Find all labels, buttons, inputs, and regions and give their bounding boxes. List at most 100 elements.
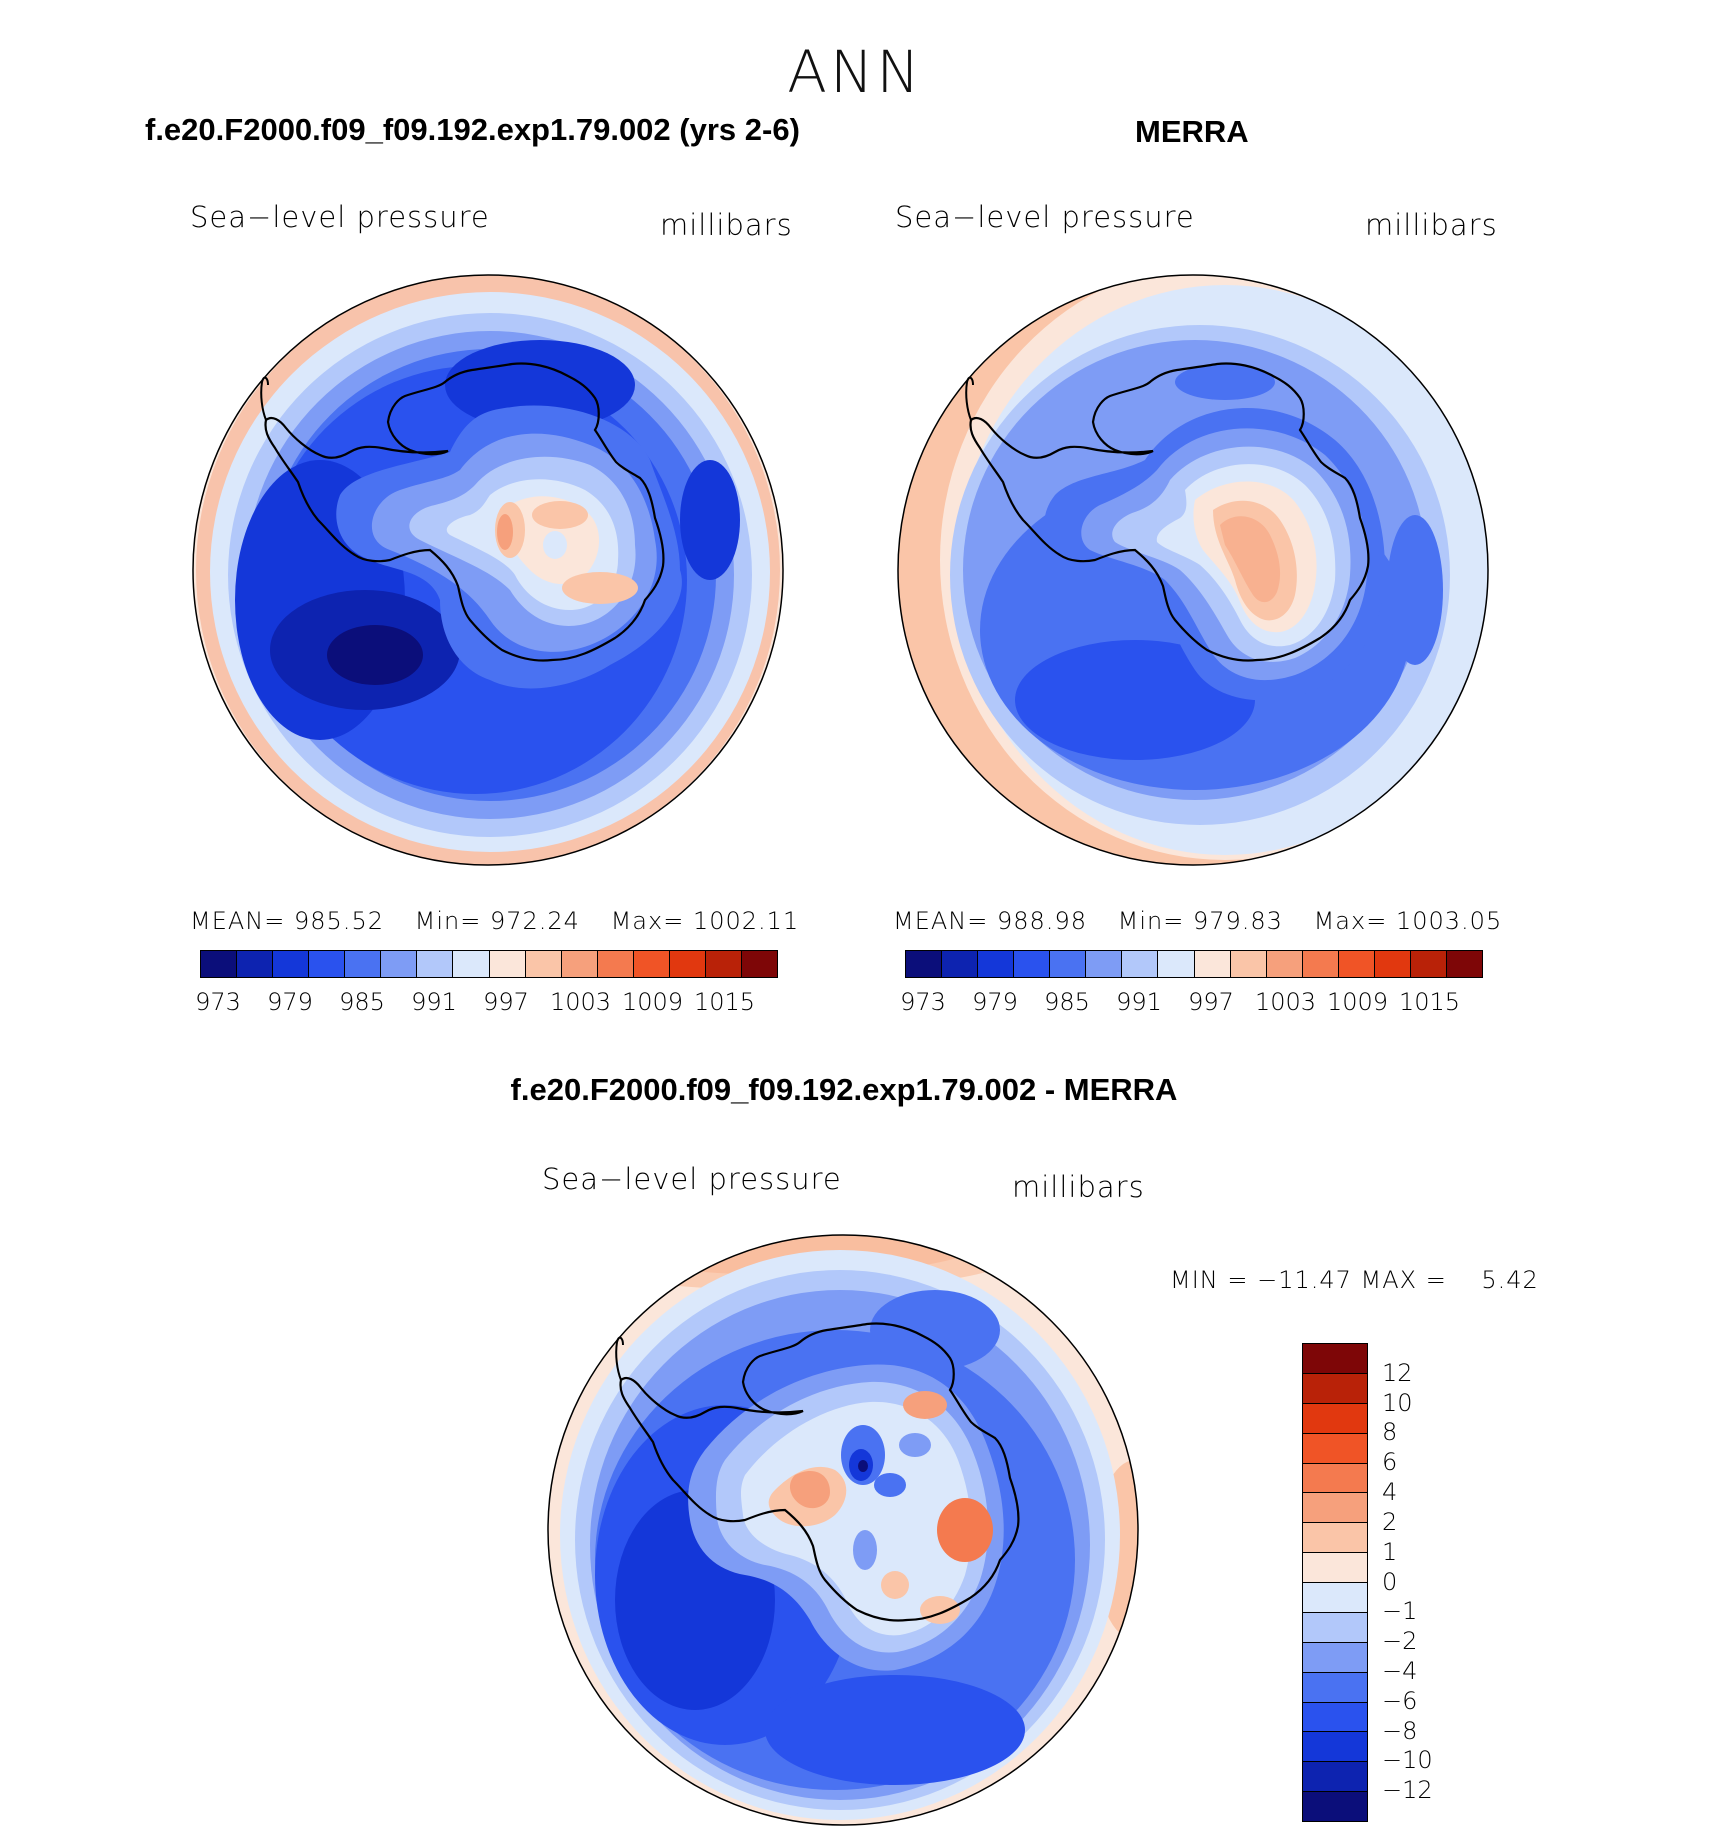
obs-colorbar-swatch [1158, 951, 1195, 977]
diff-colorbar-tick-label: −4 [1382, 1656, 1418, 1685]
model-colorbar-swatch [309, 951, 346, 977]
obs-variable-label: Sea−level pressure [895, 200, 1195, 234]
diff-colorbar-swatch [1303, 1672, 1367, 1703]
diff-colorbar-tick-label: 1 [1382, 1537, 1398, 1566]
obs-colorbar [905, 950, 1483, 978]
diff-colorbar-tick-label: 4 [1382, 1478, 1398, 1507]
model-colorbar-swatch [489, 951, 526, 977]
model-colorbar-tick-label: 997 [483, 988, 529, 1016]
obs-colorbar-swatch [1338, 951, 1375, 977]
obs-case-title: MERRA [1135, 114, 1249, 149]
diff-colorbar-tick-label: −2 [1382, 1627, 1418, 1656]
diff-units-label: millibars [1012, 1170, 1145, 1204]
diff-colorbar-tick-label: −1 [1382, 1597, 1418, 1626]
obs-colorbar-swatch [906, 951, 943, 977]
model-min-value: 972.24 [489, 907, 580, 935]
obs-colorbar-swatch [1230, 951, 1267, 977]
diff-colorbar-swatch [1303, 1523, 1367, 1554]
obs-min-label: Min= [1117, 907, 1185, 935]
diff-colorbar-swatch [1303, 1612, 1367, 1643]
model-colorbar-swatch [525, 951, 562, 977]
model-colorbar [200, 950, 778, 978]
model-colorbar-tick-label: 1003 [550, 988, 612, 1016]
model-mean-value: 985.52 [294, 907, 384, 935]
model-colorbar-swatch [561, 951, 598, 977]
diff-colorbar-swatch [1303, 1583, 1367, 1613]
model-colorbar-swatch [669, 951, 706, 977]
model-max-label: Max= [610, 907, 685, 935]
obs-colorbar-tick-label: 1009 [1327, 988, 1389, 1016]
diff-colorbar-tick-label: −10 [1382, 1746, 1433, 1775]
obs-colorbar-swatch [1302, 951, 1339, 977]
model-colorbar-swatch [633, 951, 670, 977]
diff-colorbar-tick-label: 0 [1382, 1567, 1398, 1596]
diff-colorbar-swatch [1303, 1433, 1367, 1464]
diff-polar-map [547, 1234, 1139, 1826]
obs-stats: MEAN= 988.98 Min= 979.83 Max= 1003.05 [893, 907, 1502, 935]
model-colorbar-ticks: 973 979 985 991 997 1003 1009 1015 [195, 988, 776, 1018]
diff-colorbar-swatch [1303, 1403, 1367, 1434]
model-colorbar-swatch [345, 951, 382, 977]
model-colorbar-tick-label: 979 [267, 988, 313, 1016]
model-mean-label: MEAN= [190, 907, 286, 935]
obs-polar-map [897, 274, 1489, 866]
model-max-value: 1002.11 [692, 907, 800, 935]
obs-mean-label: MEAN= [893, 907, 989, 935]
diff-colorbar-swatch [1303, 1493, 1367, 1524]
model-colorbar-swatch [273, 951, 310, 977]
obs-colorbar-swatch [978, 951, 1015, 977]
diff-colorbar-swatch [1303, 1463, 1367, 1494]
model-colorbar-swatch [453, 951, 490, 977]
diff-colorbar-ticks: 12 10 8 6 4 2 1 0 −1 −2 −4 −6 −8 −10 −12 [1382, 1343, 1472, 1820]
diff-colorbar-swatch [1303, 1373, 1367, 1404]
model-variable-label: Sea−level pressure [190, 200, 490, 234]
model-stats: MEAN= 985.52 Min= 972.24 Max= 1002.11 [190, 907, 799, 935]
obs-colorbar-swatch [1014, 951, 1051, 977]
diff-colorbar-tick-label: 10 [1382, 1388, 1413, 1417]
obs-colorbar-tick-label: 1003 [1255, 988, 1317, 1016]
obs-colorbar-swatch [1446, 951, 1482, 977]
obs-colorbar-swatch [1086, 951, 1123, 977]
obs-min-value: 979.83 [1192, 907, 1283, 935]
obs-colorbar-tick-label: 985 [1044, 988, 1090, 1016]
diff-colorbar-swatch [1303, 1762, 1367, 1793]
model-colorbar-tick-label: 991 [411, 988, 457, 1016]
diff-colorbar-swatch [1303, 1702, 1367, 1733]
obs-colorbar-tick-label: 1015 [1399, 988, 1461, 1016]
diff-colorbar-swatch [1303, 1732, 1367, 1763]
model-case-title: f.e20.F2000.f09_f09.192.exp1.79.002 (yrs… [145, 112, 800, 147]
obs-colorbar-swatch [1410, 951, 1447, 977]
obs-colorbar-tick-label: 997 [1188, 988, 1234, 1016]
obs-mean-value: 988.98 [997, 907, 1087, 935]
model-colorbar-swatch [705, 951, 742, 977]
model-min-label: Min= [414, 907, 482, 935]
obs-colorbar-swatch [1122, 951, 1159, 977]
obs-max-label: Max= [1313, 907, 1388, 935]
diff-colorbar-tick-label: −6 [1382, 1686, 1418, 1715]
figure-title: ANN [787, 38, 923, 106]
obs-colorbar-swatch [1194, 951, 1231, 977]
diff-colorbar-tick-label: −12 [1382, 1776, 1433, 1805]
model-colorbar-tick-label: 985 [339, 988, 385, 1016]
diff-colorbar [1302, 1343, 1368, 1822]
diff-colorbar-tick-label: 12 [1382, 1358, 1413, 1387]
obs-colorbar-swatch [1266, 951, 1303, 977]
diff-colorbar-tick-label: −8 [1382, 1716, 1418, 1745]
diff-title: f.e20.F2000.f09_f09.192.exp1.79.002 - ME… [510, 1072, 1178, 1107]
diff-colorbar-tick-label: 2 [1382, 1507, 1398, 1536]
model-colorbar-swatch [381, 951, 418, 977]
model-colorbar-swatch [597, 951, 634, 977]
model-units-label: millibars [660, 208, 793, 242]
model-colorbar-swatch [237, 951, 274, 977]
diff-colorbar-tick-label: 8 [1382, 1418, 1398, 1447]
model-colorbar-swatch [201, 951, 238, 977]
obs-colorbar-swatch [942, 951, 979, 977]
model-colorbar-tick-label: 1015 [694, 988, 756, 1016]
diff-colorbar-swatch [1303, 1553, 1367, 1583]
obs-max-value: 1003.05 [1395, 907, 1503, 935]
obs-units-label: millibars [1365, 208, 1498, 242]
diff-variable-label: Sea−level pressure [542, 1162, 842, 1196]
obs-colorbar-tick-label: 991 [1116, 988, 1162, 1016]
model-colorbar-tick-label: 973 [195, 988, 241, 1016]
diff-colorbar-swatch [1303, 1344, 1367, 1374]
